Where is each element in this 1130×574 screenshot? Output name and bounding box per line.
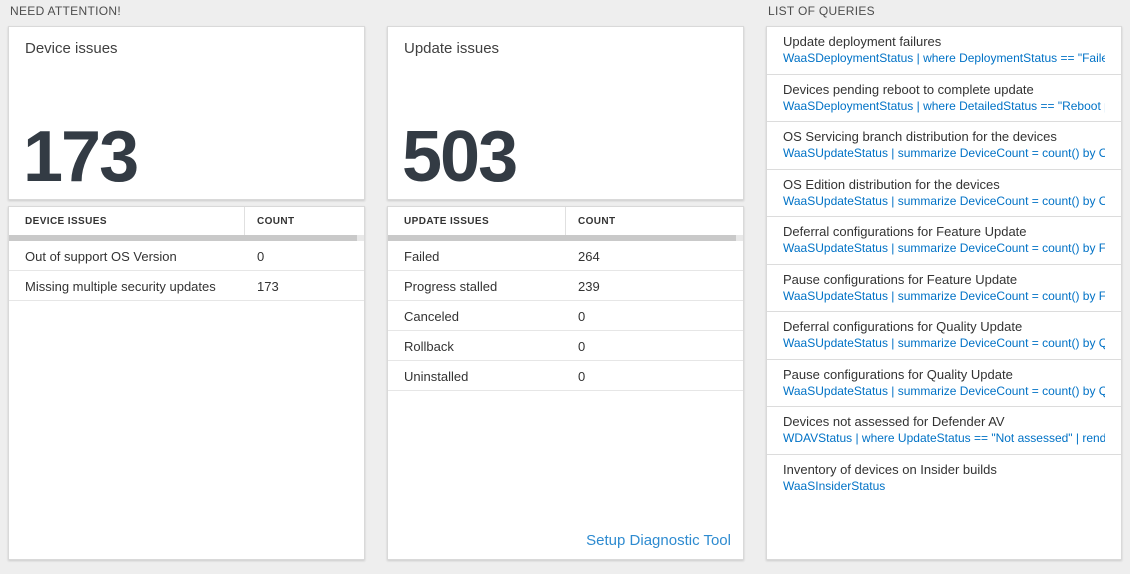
issue-label: Canceled — [404, 309, 459, 324]
update-issues-count: 503 — [402, 117, 518, 197]
horizontal-scrollbar-thumb[interactable] — [9, 235, 357, 241]
device-issues-table-body: Out of support OS Version 0 Missing mult… — [9, 241, 364, 301]
query-text: WaaSDeploymentStatus | where DetailedSta… — [783, 98, 1105, 113]
device-issues-card-title: Device issues — [25, 40, 118, 57]
query-list-item[interactable]: OS Servicing branch distribution for the… — [767, 122, 1121, 170]
issue-label: Failed — [404, 249, 440, 264]
query-list: Update deployment failures WaaSDeploymen… — [767, 27, 1121, 502]
update-issues-table-body: Failed 264 Progress stalled 239 Canceled… — [388, 241, 743, 391]
column-divider — [565, 207, 566, 235]
query-text: WaaSUpdateStatus | summarize DeviceCount… — [783, 241, 1105, 255]
query-title: Devices not assessed for Defender AV — [783, 414, 1005, 429]
issue-count: 173 — [257, 279, 279, 294]
query-text: WaaSInsiderStatus — [783, 478, 886, 493]
query-text: WDAVStatus | where UpdateStatus == "Not … — [783, 431, 1105, 445]
table-row[interactable]: Progress stalled 239 — [388, 271, 743, 301]
query-list-item[interactable]: Deferral configurations for Quality Upda… — [767, 312, 1121, 360]
table-row[interactable]: Uninstalled 0 — [388, 361, 743, 391]
table-row[interactable]: Rollback 0 — [388, 331, 743, 361]
device-issues-column-header: DEVICE ISSUES — [25, 216, 107, 227]
query-title: OS Edition distribution for the devices — [783, 176, 1000, 192]
update-issues-card[interactable]: Update issues 503 — [387, 26, 744, 200]
table-row[interactable]: Failed 264 — [388, 241, 743, 271]
query-text: WaaSUpdateStatus | summarize DeviceCount… — [783, 383, 1105, 398]
issue-count: 0 — [578, 339, 586, 354]
table-row[interactable]: Canceled 0 — [388, 301, 743, 331]
query-text: WaaSUpdateStatus | summarize DeviceCount… — [783, 146, 1105, 160]
horizontal-scrollbar-thumb[interactable] — [388, 235, 736, 241]
device-issues-card[interactable]: Device issues 173 — [8, 26, 365, 200]
query-list-item[interactable]: OS Edition distribution for the devices … — [767, 170, 1121, 217]
query-list-item[interactable]: Pause configurations for Quality Update … — [767, 360, 1121, 407]
column-divider — [244, 207, 245, 235]
query-list-item[interactable]: Devices pending reboot to complete updat… — [767, 75, 1121, 122]
query-title: Pause configurations for Feature Update — [783, 271, 1018, 287]
query-text: WaaSDeploymentStatus | where DeploymentS… — [783, 51, 1105, 65]
device-issues-table: DEVICE ISSUES COUNT Out of support OS Ve… — [8, 206, 365, 560]
issue-count: 0 — [578, 369, 586, 384]
update-issues-table: UPDATE ISSUES COUNT Failed 264 Progress … — [387, 206, 744, 560]
device-issues-count: 173 — [23, 117, 139, 197]
query-list-item[interactable]: Pause configurations for Feature Update … — [767, 265, 1121, 312]
list-of-queries-panel: Update deployment failures WaaSDeploymen… — [766, 26, 1122, 560]
table-row[interactable]: Missing multiple security updates 173 — [9, 271, 364, 301]
horizontal-scrollbar-track — [9, 235, 364, 241]
issue-label: Missing multiple security updates — [25, 279, 216, 294]
issue-count: 0 — [257, 249, 265, 264]
horizontal-scrollbar-track — [388, 235, 743, 241]
count-column-header: COUNT — [257, 216, 295, 227]
issue-label: Progress stalled — [404, 279, 498, 294]
query-title: Deferral configurations for Quality Upda… — [783, 319, 1023, 334]
query-list-item[interactable]: Inventory of devices on Insider builds W… — [767, 455, 1121, 503]
list-of-queries-section-label: LIST OF QUERIES — [768, 4, 875, 18]
query-list-item[interactable]: Update deployment failures WaaSDeploymen… — [767, 27, 1121, 75]
update-issues-card-title: Update issues — [404, 40, 500, 57]
table-row[interactable]: Out of support OS Version 0 — [9, 241, 364, 271]
setup-diagnostic-tool-link[interactable]: Setup Diagnostic Tool — [586, 532, 731, 549]
need-attention-section-label: NEED ATTENTION! — [10, 4, 121, 18]
query-text: WaaSUpdateStatus | summarize DeviceCount… — [783, 288, 1105, 303]
query-title: Inventory of devices on Insider builds — [783, 461, 997, 477]
query-text: WaaSUpdateStatus | summarize DeviceCount… — [783, 193, 1105, 208]
issue-label: Rollback — [404, 339, 454, 354]
query-title: Update deployment failures — [783, 34, 942, 49]
issue-label: Out of support OS Version — [25, 249, 177, 264]
issue-label: Uninstalled — [404, 369, 469, 384]
issue-count: 239 — [578, 279, 600, 294]
query-title: OS Servicing branch distribution for the… — [783, 129, 1057, 144]
query-title: Devices pending reboot to complete updat… — [783, 81, 1034, 97]
issue-count: 0 — [578, 309, 586, 324]
query-list-item[interactable]: Deferral configurations for Feature Upda… — [767, 217, 1121, 265]
device-issues-table-header: DEVICE ISSUES COUNT — [9, 207, 364, 235]
update-issues-table-header: UPDATE ISSUES COUNT — [388, 207, 743, 235]
query-list-item[interactable]: Devices not assessed for Defender AV WDA… — [767, 407, 1121, 455]
issue-count: 264 — [578, 249, 600, 264]
count-column-header: COUNT — [578, 216, 616, 227]
query-title: Pause configurations for Quality Update — [783, 366, 1013, 382]
update-issues-column-header: UPDATE ISSUES — [404, 216, 490, 227]
query-text: WaaSUpdateStatus | summarize DeviceCount… — [783, 336, 1105, 350]
query-title: Deferral configurations for Feature Upda… — [783, 224, 1027, 239]
